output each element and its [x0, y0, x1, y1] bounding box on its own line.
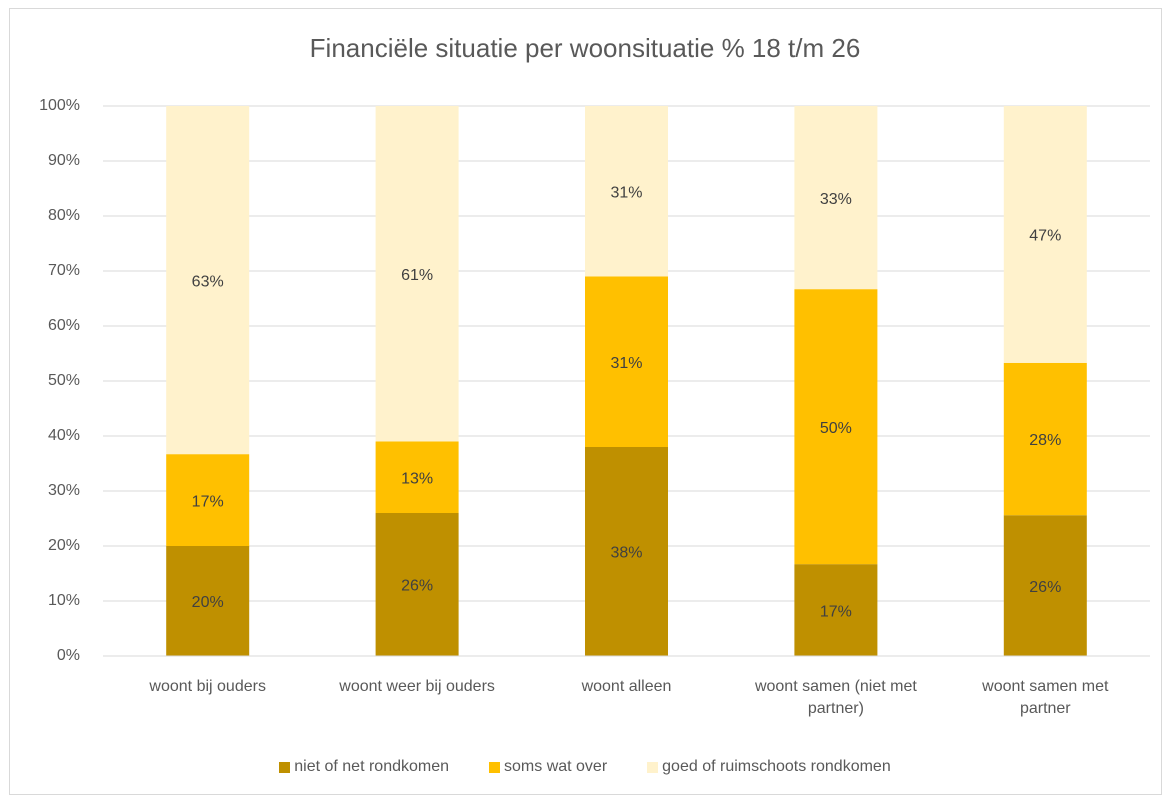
data-label: 31%	[610, 184, 642, 201]
legend-label: goed of ruimschoots rondkomen	[662, 758, 891, 775]
bar-segment	[1003, 362, 1087, 516]
bar-segment	[166, 546, 250, 656]
y-tick-label: 60%	[48, 317, 80, 334]
data-label: 38%	[610, 545, 642, 562]
legend-item: goed of ruimschoots rondkomen	[647, 758, 891, 776]
data-label: 31%	[610, 355, 642, 372]
bar-segment	[585, 276, 668, 447]
bar-segment	[585, 447, 668, 656]
y-tick-label: 100%	[39, 97, 80, 114]
data-label: 28%	[1029, 432, 1061, 449]
x-tick-label: woont samen met partner	[982, 678, 1109, 717]
bar-segment	[375, 441, 459, 513]
y-tick-label: 20%	[48, 537, 80, 554]
y-tick-label: 30%	[48, 482, 80, 499]
data-label: 26%	[1029, 579, 1061, 596]
data-label: 26%	[401, 578, 433, 595]
legend-label: soms wat over	[504, 758, 608, 775]
data-label: 47%	[1029, 228, 1061, 245]
legend-item: niet of net rondkomen	[279, 758, 449, 776]
data-label: 17%	[820, 603, 852, 620]
y-tick-label: 10%	[48, 592, 80, 609]
data-label: 17%	[192, 493, 224, 510]
x-tick-label: woont samen (niet met partner)	[754, 678, 917, 717]
x-tick-label: woont weer bij ouders	[339, 678, 495, 695]
bar-segment	[794, 564, 878, 656]
bar-segment	[585, 106, 668, 277]
y-tick-label: 50%	[48, 372, 80, 389]
y-tick-label: 90%	[48, 152, 80, 169]
bar-segment	[794, 106, 878, 290]
y-tick-label: 80%	[48, 207, 80, 224]
data-label: 20%	[192, 594, 224, 611]
y-tick-label: 0%	[57, 647, 80, 664]
bar-segment	[794, 289, 878, 565]
legend-swatch	[489, 761, 501, 773]
data-label: 13%	[401, 470, 433, 487]
bar-segment	[375, 106, 459, 442]
data-label: 63%	[192, 273, 224, 290]
x-tick-label: woont alleen	[581, 678, 672, 695]
chart-title: Financiële situatie per woonsituatie % 1…	[310, 33, 861, 63]
bar-segment	[375, 513, 459, 656]
data-label: 50%	[820, 420, 852, 437]
legend-swatch	[279, 761, 291, 773]
legend: niet of net rondkomen soms wat over goed o…	[0, 758, 1170, 776]
data-label: 61%	[401, 267, 433, 284]
bar-segment	[166, 106, 250, 455]
legend-label: niet of net rondkomen	[294, 758, 450, 775]
data-label: 33%	[820, 191, 852, 208]
y-tick-label: 40%	[48, 427, 80, 444]
x-tick-label: woont bij ouders	[149, 678, 266, 695]
y-tick-label: 70%	[48, 262, 80, 279]
bar-segment	[166, 454, 250, 546]
legend-item: soms wat over	[489, 758, 607, 776]
bar-segment	[1003, 515, 1087, 656]
legend-swatch	[647, 761, 659, 773]
bar-segment	[1003, 106, 1087, 363]
